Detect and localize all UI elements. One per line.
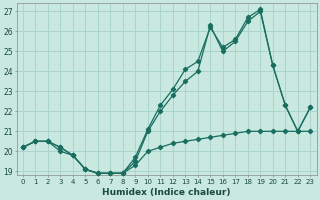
X-axis label: Humidex (Indice chaleur): Humidex (Indice chaleur)	[102, 188, 231, 197]
